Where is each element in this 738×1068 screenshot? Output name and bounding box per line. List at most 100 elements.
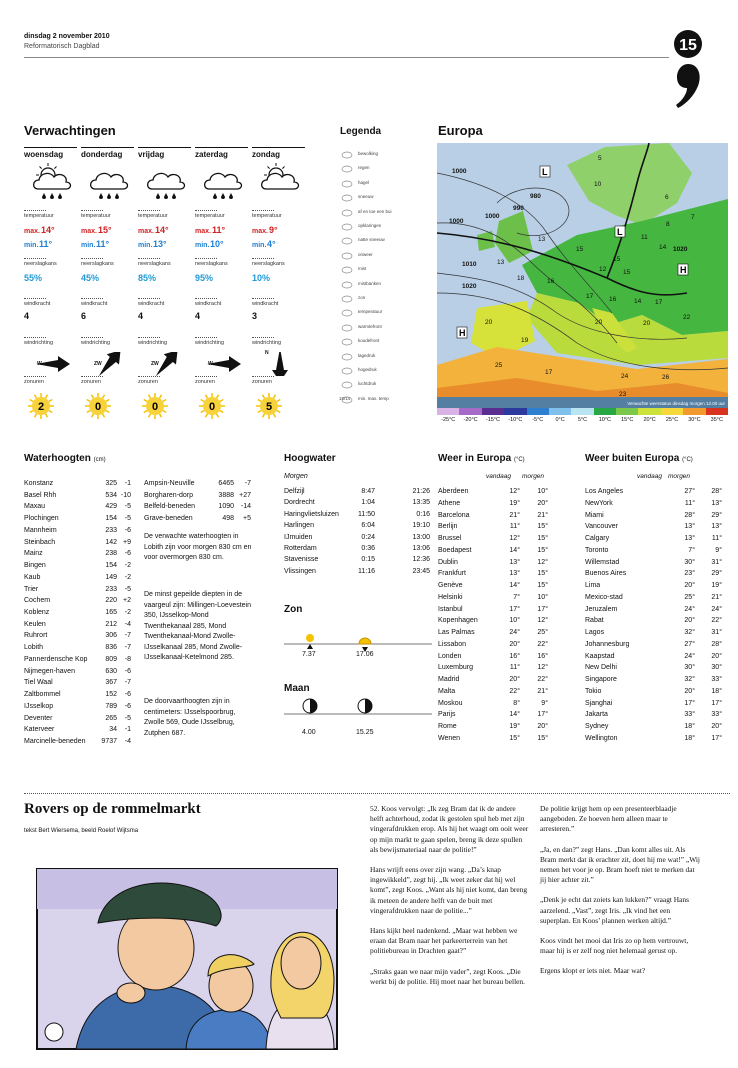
table-cell: 30° bbox=[684, 558, 695, 566]
comic-credit: tekst Bert Wiersema, beeld Roelof Wijtsm… bbox=[24, 828, 139, 834]
badge-ray bbox=[276, 398, 281, 403]
table-cell: 29° bbox=[711, 570, 722, 578]
scale-label: -5°C bbox=[532, 417, 544, 423]
table-cell: -6 bbox=[124, 702, 131, 710]
min-label: min. bbox=[138, 242, 153, 249]
legend-icon bbox=[341, 353, 353, 360]
tide-title: Hoogwater bbox=[284, 453, 336, 464]
weather-icon bbox=[89, 172, 129, 199]
table-cell: Borgharen-dorp bbox=[144, 491, 194, 499]
table-cell: Luxemburg bbox=[438, 664, 474, 672]
raindrop bbox=[164, 193, 168, 199]
badge-ray bbox=[219, 398, 224, 403]
table-cell: 20° bbox=[537, 499, 548, 507]
max-value: 14° bbox=[41, 225, 55, 235]
legend-icon bbox=[341, 295, 353, 303]
column-head: morgen bbox=[522, 473, 545, 480]
badge-ray bbox=[261, 413, 266, 418]
story-paragraph: Hans wrijft eens over zijn wang. „Da’s k… bbox=[370, 865, 528, 915]
table-cell: 33° bbox=[711, 711, 722, 719]
land bbox=[471, 301, 535, 359]
separator bbox=[195, 337, 217, 338]
table-cell: 1:04 bbox=[361, 499, 375, 507]
moon-rise: 4.00 bbox=[302, 729, 316, 736]
legend-icon bbox=[341, 266, 353, 274]
field-label: temperatuur bbox=[195, 213, 225, 219]
wind-force: 3 bbox=[252, 311, 258, 321]
table-cell: 13:06 bbox=[412, 545, 430, 552]
separator bbox=[24, 210, 46, 211]
raindrop bbox=[229, 193, 233, 199]
scale-label: 30°C bbox=[688, 417, 701, 423]
table-cell: -6 bbox=[124, 550, 131, 558]
table-cell: Las Palmas bbox=[438, 629, 475, 637]
raindrop bbox=[50, 193, 54, 199]
arrow bbox=[272, 352, 288, 376]
badge-ray bbox=[44, 394, 49, 399]
water-unit: (cm) bbox=[93, 457, 106, 463]
wind-force: 6 bbox=[81, 311, 87, 321]
precipitation: 95% bbox=[195, 273, 214, 283]
girl-face bbox=[280, 936, 322, 990]
separator bbox=[195, 376, 217, 377]
wind-force: 4 bbox=[138, 311, 144, 321]
raindrop bbox=[99, 193, 103, 199]
set-arrow bbox=[362, 647, 368, 652]
table-cell: 13° bbox=[684, 523, 695, 531]
table-cell: Harlingen bbox=[284, 522, 314, 530]
table-cell: 19:10 bbox=[412, 522, 430, 530]
table-cell: Keulen bbox=[24, 620, 46, 628]
story-paragraph: Koos vindt het mooi dat Iris zo op hem v… bbox=[540, 936, 689, 956]
moon-title: Maan bbox=[284, 683, 310, 694]
legend-icon bbox=[341, 396, 353, 404]
table-cell: Buenos Aires bbox=[585, 570, 627, 578]
pressure-label: H bbox=[680, 265, 687, 275]
table-cell: Dublin bbox=[438, 558, 458, 566]
table-cell: 20° bbox=[684, 687, 695, 695]
table-cell: 11° bbox=[509, 523, 520, 531]
table-cell: 9737 bbox=[101, 738, 117, 746]
badge-ray bbox=[86, 398, 91, 403]
table-cell: Marcinelle-beneden bbox=[24, 738, 86, 746]
precipitation: 85% bbox=[138, 273, 157, 283]
table-cell: 17° bbox=[711, 734, 722, 742]
day-name: zondag bbox=[252, 150, 280, 159]
table-cell: Vlissingen bbox=[284, 567, 316, 575]
sun-icon bbox=[358, 637, 372, 645]
scale-label: 35°C bbox=[710, 417, 723, 423]
table-cell: +27 bbox=[239, 491, 251, 499]
isobar-label: 1020 bbox=[462, 283, 477, 290]
table-cell: 233 bbox=[105, 526, 117, 534]
field-label: windrichting bbox=[252, 340, 282, 346]
min-label: min. bbox=[195, 242, 210, 249]
table-cell: 19° bbox=[711, 582, 722, 590]
min-value: 4° bbox=[267, 239, 276, 249]
signature bbox=[44, 1022, 64, 1042]
table-cell: 15° bbox=[537, 570, 548, 578]
legend-label: af en toe een bui bbox=[358, 208, 392, 214]
scale-label: -10°C bbox=[508, 417, 523, 423]
field-label: zonuren bbox=[252, 379, 272, 385]
separator bbox=[81, 210, 103, 211]
table-cell: 429 bbox=[105, 503, 117, 511]
forecast-rule bbox=[81, 147, 134, 148]
table-cell: 15° bbox=[537, 535, 548, 543]
badge-ray bbox=[90, 413, 95, 418]
forecast-rule bbox=[24, 147, 77, 148]
field-label: windrichting bbox=[24, 340, 54, 346]
cloud bbox=[146, 172, 186, 190]
table-cell: 17° bbox=[537, 605, 548, 613]
table-cell: +2 bbox=[123, 597, 131, 605]
min-value: 11° bbox=[39, 239, 53, 249]
table-cell: -14 bbox=[240, 503, 251, 511]
page-number: 15 bbox=[679, 37, 697, 54]
badge-ray bbox=[261, 394, 266, 399]
map-temperature: 20 bbox=[485, 319, 493, 326]
map-temperature: 13 bbox=[497, 259, 505, 266]
table-cell: Deventer bbox=[24, 714, 53, 722]
paper-name: Reformatorisch Dagblad bbox=[24, 43, 100, 50]
table-cell: 10° bbox=[537, 488, 548, 495]
legend-label: regen bbox=[358, 165, 370, 171]
separator bbox=[195, 210, 217, 211]
table-cell: 18° bbox=[684, 723, 695, 731]
